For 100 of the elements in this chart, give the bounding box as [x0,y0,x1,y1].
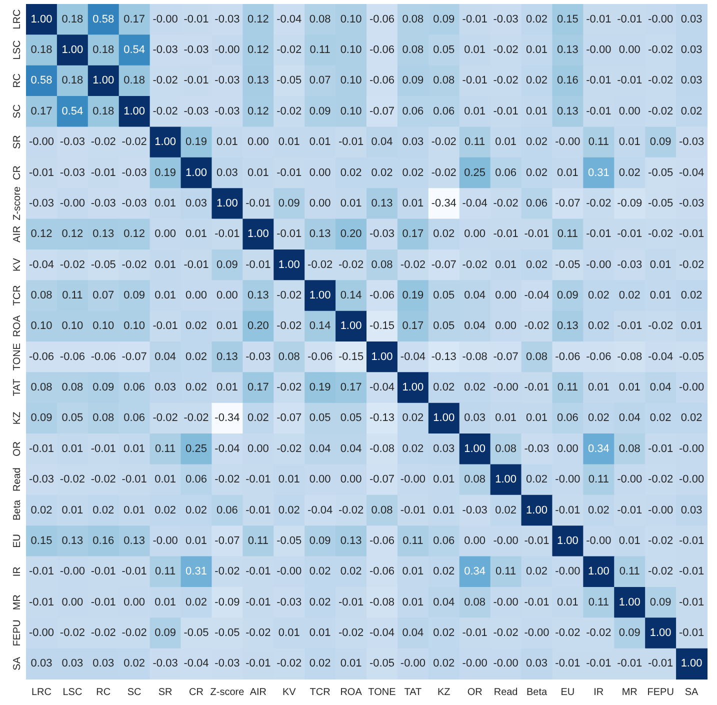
data-label: 0.31 [588,166,610,179]
data-label: -0.01 [493,105,518,118]
data-label: 0.03 [402,136,424,148]
data-label: 0.02 [526,136,548,148]
data-label: 0.03 [186,197,207,210]
data-label: -0.03 [122,197,147,210]
data-label: 0.01 [556,166,578,179]
data-label: 0.08 [618,442,640,455]
data-label: -0.06 [555,350,580,363]
data-label: -0.04 [400,350,426,363]
data-label: -0.09 [214,596,240,608]
data-label: 0.01 [340,658,362,670]
data-label: -0.03 [184,105,209,118]
data-label: 1.00 [495,474,517,486]
data-label: -0.01 [246,504,271,516]
data-label: 0.03 [92,658,114,670]
data-label: 0.01 [433,474,455,486]
data-label: 0.09 [278,197,300,210]
data-label: 0.11 [402,534,424,547]
data-label: -0.02 [276,320,302,332]
data-label: -0.34 [431,197,456,210]
data-label: -0.06 [369,534,395,547]
data-label: 0.12 [247,44,269,56]
data-label: -0.01 [617,658,642,670]
data-label: 0.01 [618,382,640,394]
data-label: -0.04 [524,290,550,302]
data-label: 0.02 [495,504,517,516]
data-label: -0.01 [617,74,642,87]
data-label: -0.02 [214,566,240,578]
data-label: -0.01 [28,442,54,455]
data-label: 0.02 [680,412,702,424]
data-label: 0.00 [154,228,176,240]
data-label: 0.05 [340,412,362,424]
data-label: -0.03 [214,13,240,26]
data-label: -0.01 [678,566,704,578]
data-label: -0.01 [90,166,116,179]
data-label: -0.04 [462,197,488,210]
data-label: 0.08 [30,290,52,302]
data-label: 0.11 [310,44,330,56]
data-label: -0.00 [214,44,240,56]
data-label: -0.05 [276,534,302,547]
data-label: 0.02 [618,166,640,179]
data-label: -0.15 [369,320,395,332]
data-label: 0.04 [618,412,640,424]
data-label: 0.18 [62,13,84,26]
data-label: -0.02 [586,627,612,640]
data-label: 0.11 [464,136,486,148]
x-tick-label: TONE [368,686,396,698]
data-label: -0.03 [214,74,240,87]
data-label: 0.02 [154,504,176,516]
data-label: -0.05 [90,258,116,271]
data-label: 0.13 [62,534,84,547]
data-label: 0.01 [433,504,455,516]
data-label: -0.01 [493,228,518,240]
data-label: -0.01 [122,474,147,486]
data-label: -0.04 [369,627,395,640]
data-label: 0.02 [618,290,640,302]
data-label: 0.18 [92,44,114,56]
x-tick-label: LSC [62,686,82,698]
data-label: 0.04 [650,382,672,394]
data-label: -0.02 [276,658,302,670]
data-label: 0.02 [526,74,548,87]
x-tick-label: ROA [340,686,362,698]
data-label: 0.34 [588,442,610,455]
data-label: 0.01 [216,382,238,394]
data-label: 0.20 [247,320,269,332]
data-label: 0.00 [124,596,146,608]
data-label: -0.01 [462,627,488,640]
data-label: -0.00 [152,13,178,26]
data-label: 0.08 [30,382,52,394]
data-label: -0.01 [617,504,642,516]
data-label: 0.00 [556,442,578,455]
data-label: 0.01 [154,258,176,271]
data-label: 0.11 [588,474,609,486]
data-label: -0.01 [524,596,550,608]
data-label: -0.04 [648,350,674,363]
data-label: -0.01 [28,166,54,179]
data-label: -0.00 [493,534,518,547]
data-label: 0.01 [309,136,331,148]
data-label: -0.03 [152,658,178,670]
data-label: 0.10 [92,320,114,332]
data-label: -0.02 [338,504,364,516]
data-label: 0.25 [464,166,486,179]
data-label: 0.04 [464,290,486,302]
data-label: 0.10 [340,44,362,56]
y-tick-label: OR [12,441,23,456]
data-label: 0.09 [650,136,672,148]
y-tick-label: CR [12,166,23,180]
data-label: 0.04 [464,320,486,332]
data-label: 0.13 [247,74,269,87]
data-label: -0.02 [60,627,85,640]
data-label: 0.00 [247,136,269,148]
data-label: -0.02 [338,258,364,271]
data-label: -0.03 [524,442,550,455]
data-label: -0.00 [493,658,518,670]
data-label: -0.01 [678,228,704,240]
data-label: -0.02 [648,228,674,240]
data-label: -0.01 [184,74,209,87]
x-tick-label: LRC [31,686,52,698]
data-label: -0.04 [184,658,209,670]
